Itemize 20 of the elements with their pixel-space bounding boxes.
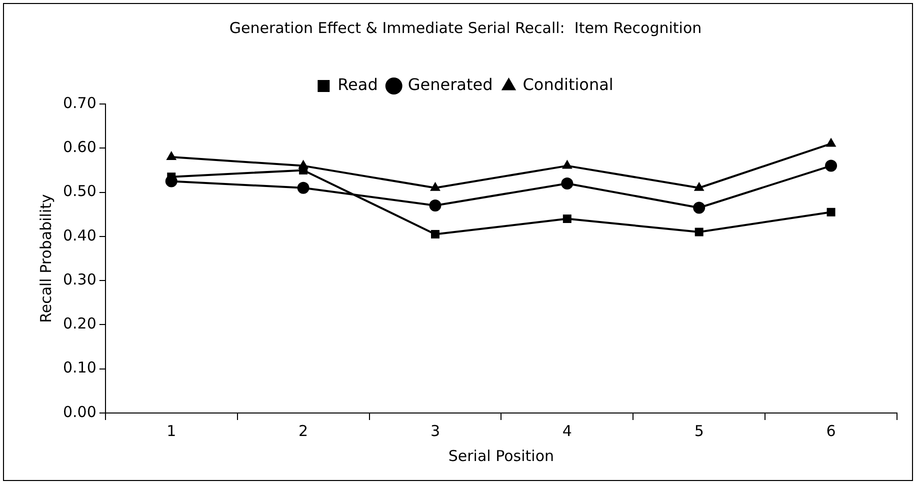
y-tick-label: 0.70 <box>62 94 96 112</box>
legend-label: Read <box>338 75 378 94</box>
y-tick-label: 0.60 <box>62 138 96 156</box>
x-tick-label: 2 <box>298 422 308 440</box>
x-tick-label: 3 <box>430 422 440 440</box>
y-tick-label: 0.40 <box>62 226 96 244</box>
y-tick-label: 0.00 <box>62 402 96 421</box>
x-axis-title: Serial Position <box>448 446 554 465</box>
x-tick-label: 5 <box>694 422 704 440</box>
y-tick-label: 0.10 <box>62 358 96 377</box>
x-tick-label: 6 <box>826 422 836 440</box>
legend-label: Conditional <box>522 75 614 94</box>
chart-title: Generation Effect & Immediate Serial Recall: Item Recognition <box>229 18 702 37</box>
y-tick-label: 0.30 <box>62 270 96 288</box>
x-tick-label: 1 <box>166 422 176 440</box>
y-tick-label: 0.20 <box>62 314 96 333</box>
y-axis-title: Recall Probability <box>36 194 55 323</box>
y-tick-label: 0.50 <box>62 182 96 200</box>
x-tick-label: 4 <box>562 422 572 440</box>
legend-label: Generated <box>408 75 493 94</box>
